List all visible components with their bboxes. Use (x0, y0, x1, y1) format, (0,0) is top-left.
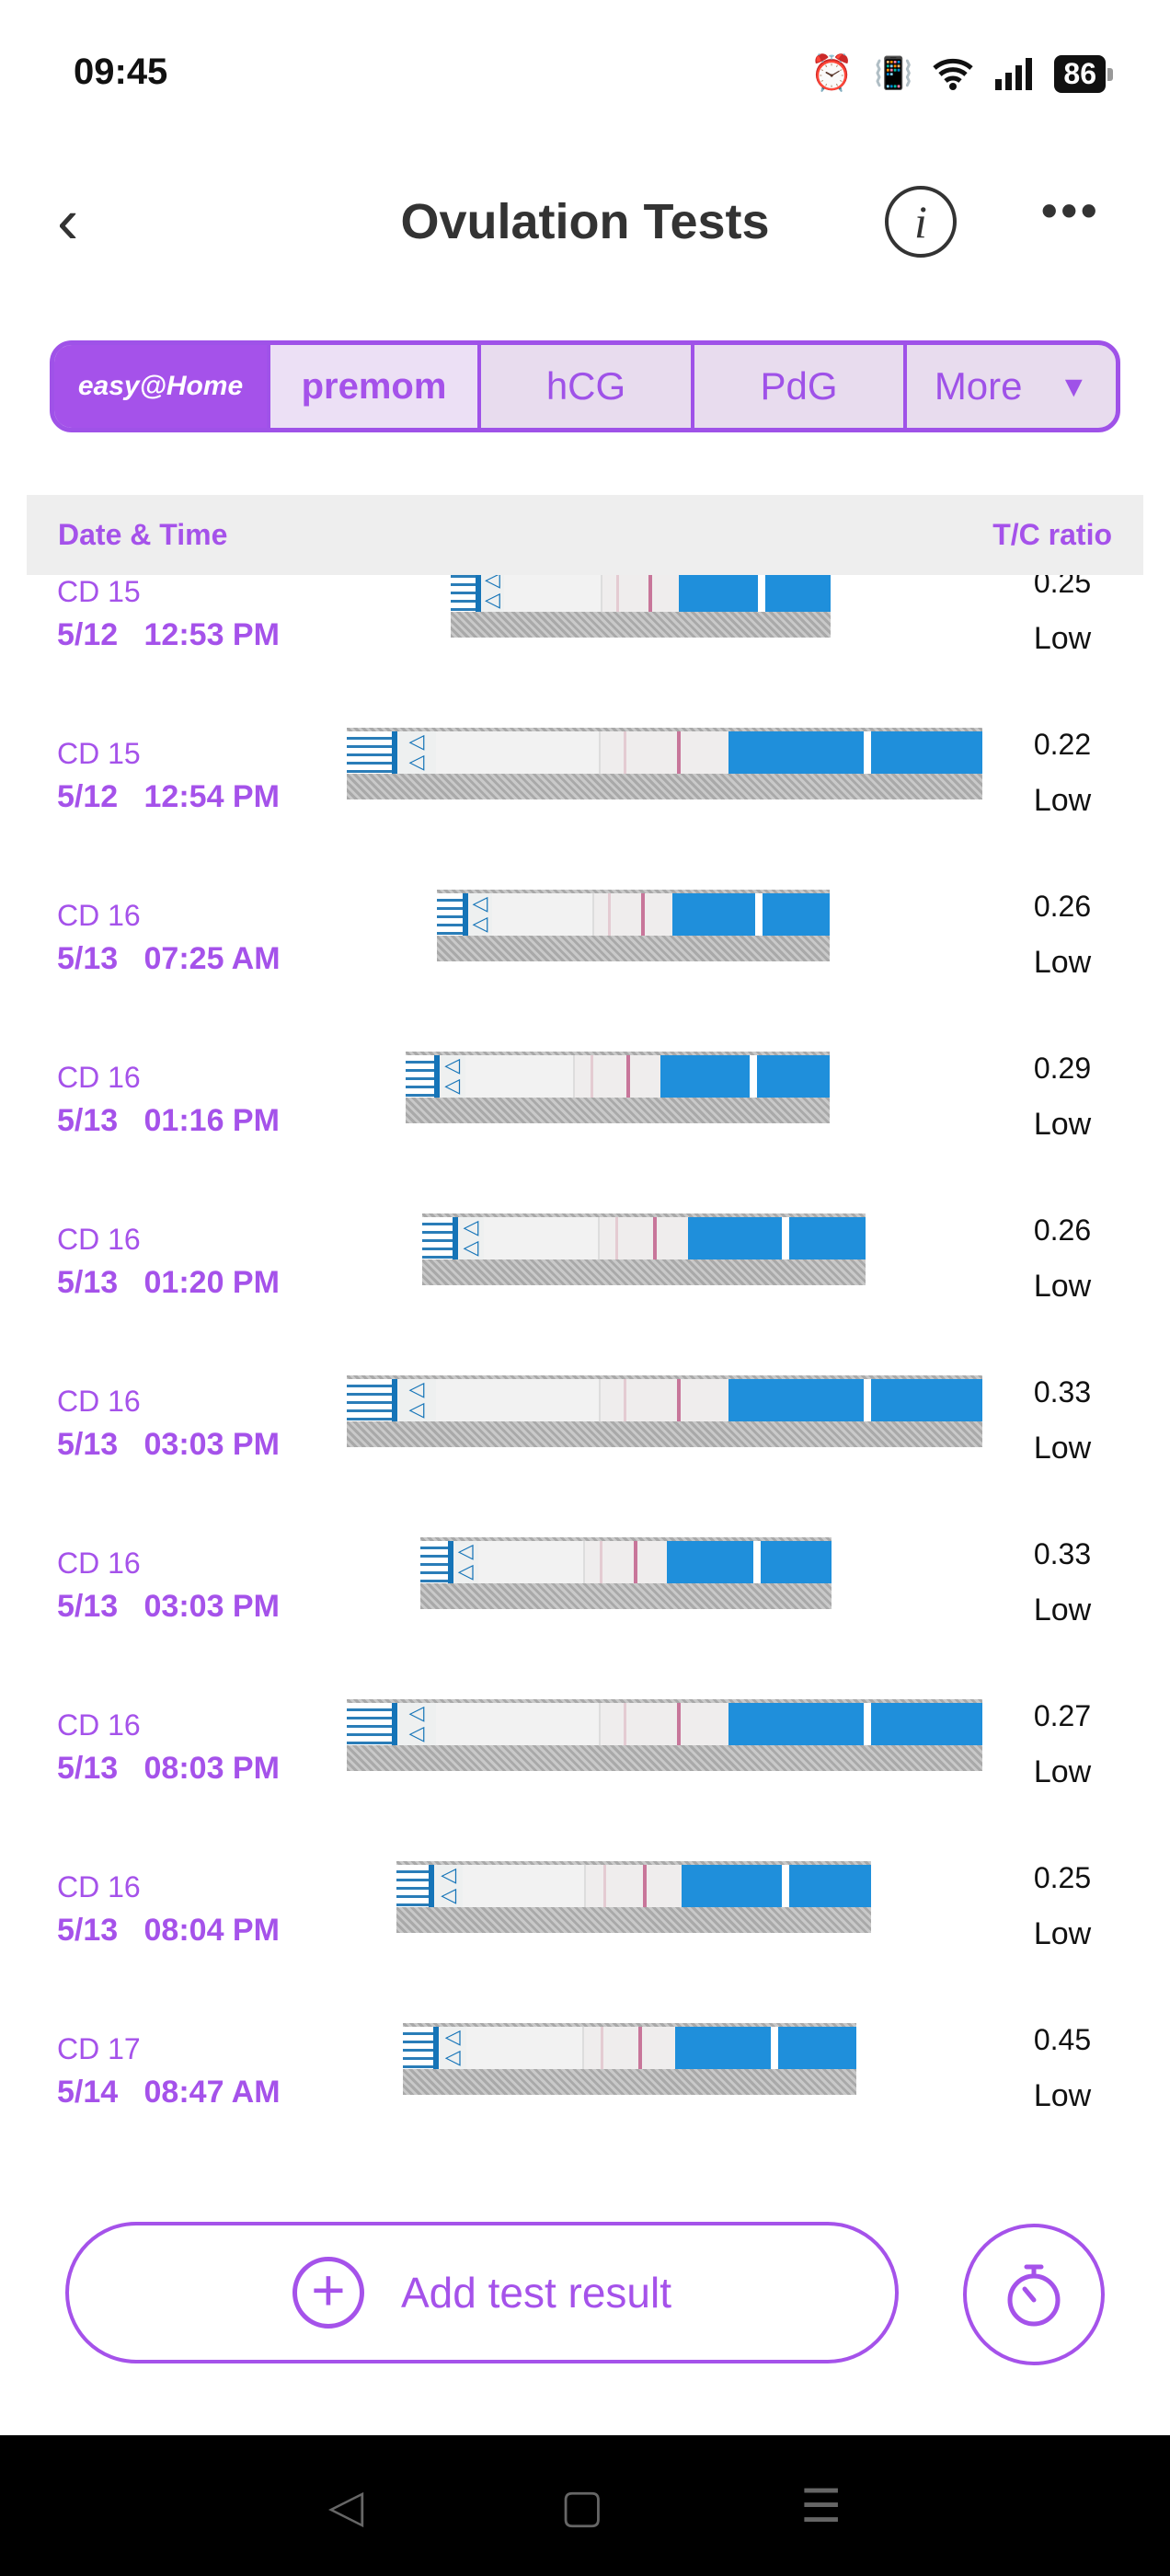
tab-label: PdG (760, 364, 838, 408)
tc-ratio-value: 0.27 (1033, 1699, 1092, 1732)
lh-level: Low (1033, 1916, 1092, 1951)
tc-ratio-value: 0.45 (1033, 2023, 1092, 2056)
lh-level: Low (1033, 621, 1092, 656)
caret-down-icon: ▼ (1059, 369, 1089, 403)
col-date-time: Date & Time (58, 518, 228, 551)
tab-more[interactable]: More ▼ (907, 345, 1116, 428)
test-datetime: 5/13 03:03 PM (57, 1427, 280, 1462)
test-datetime: 5/13 07:25 AM (57, 941, 281, 976)
cycle-day: CD 15 (57, 575, 141, 608)
tc-ratio-value: 0.33 (1033, 1537, 1092, 1570)
battery-icon: 86 (1054, 54, 1113, 93)
test-strip-image[interactable]: ◁ ◁ (347, 1375, 982, 1447)
back-button[interactable]: ‹ (57, 184, 78, 258)
signal-icon (995, 58, 1033, 90)
test-datetime: 5/12 12:54 PM (57, 779, 280, 814)
tab-hcg[interactable]: hCG (481, 345, 694, 428)
test-datetime: 5/13 08:04 PM (57, 1913, 280, 1948)
lh-level: Low (1033, 1107, 1092, 1142)
info-icon: i (914, 196, 927, 247)
system-nav-bar: ◁ ▢ ☰ (0, 2435, 1170, 2576)
tc-ratio-value: 0.26 (1033, 1213, 1092, 1247)
tc-ratio-value: 0.22 (1033, 728, 1092, 761)
more-horizontal-icon: ••• (1041, 185, 1101, 236)
test-datetime: 5/13 01:20 PM (57, 1265, 280, 1300)
lh-level: Low (1033, 1269, 1092, 1304)
test-strip-image[interactable]: ◁ ◁ (347, 1699, 982, 1771)
tab-label: premom (301, 365, 447, 407)
wifi-icon (933, 58, 974, 90)
tab-premom[interactable]: premom (270, 345, 481, 428)
tc-ratio-value: 0.33 (1033, 1375, 1092, 1409)
test-datetime: 5/13 03:03 PM (57, 1589, 280, 1624)
cycle-day: CD 16 (57, 1061, 141, 1094)
lh-level: Low (1033, 945, 1092, 980)
status-icons: ⏰ 📳 86 (809, 53, 1113, 94)
table-row[interactable]: CD 15 5/12 12:53 PM ◁ ◁ 0.25 Low (0, 575, 1170, 728)
table-row[interactable]: CD 16 5/13 08:04 PM ◁ ◁ 0.25 Low (0, 1861, 1170, 2023)
table-row[interactable]: CD 16 5/13 07:25 AM ◁ ◁ 0.26 Low (0, 890, 1170, 1052)
nav-home-icon[interactable]: ▢ (560, 2479, 604, 2532)
table-row[interactable]: CD 16 5/13 01:20 PM ◁ ◁ 0.26 Low (0, 1213, 1170, 1375)
test-list[interactable]: CD 15 5/12 12:53 PM ◁ ◁ 0.25 Low CD 15 5/1… (0, 575, 1170, 2139)
more-options-button[interactable]: ••• (1041, 184, 1101, 237)
tc-ratio-value: 0.25 (1033, 1861, 1092, 1894)
tab-label: hCG (545, 364, 626, 408)
cycle-day: CD 16 (57, 1708, 141, 1742)
table-header: Date & Time T/C ratio (27, 495, 1143, 575)
cycle-day: CD 16 (57, 1385, 141, 1418)
status-time: 09:45 (74, 52, 168, 92)
cycle-day: CD 15 (57, 737, 141, 770)
timer-button[interactable] (963, 2224, 1105, 2365)
cycle-day: CD 16 (57, 899, 141, 932)
lh-level: Low (1033, 1593, 1092, 1627)
vibrate-icon: 📳 (874, 56, 913, 91)
tc-ratio-value: 0.29 (1033, 1052, 1092, 1085)
lh-level: Low (1033, 783, 1092, 818)
lh-level: Low (1033, 1431, 1092, 1466)
test-strip-image[interactable]: ◁ ◁ (422, 1213, 866, 1285)
chevron-left-icon: ‹ (57, 185, 79, 257)
table-row[interactable]: CD 16 5/13 03:03 PM ◁ ◁ 0.33 Low (0, 1537, 1170, 1699)
test-strip-image[interactable]: ◁ ◁ (347, 728, 982, 799)
add-test-result-button[interactable]: + Add test result (65, 2222, 899, 2363)
test-strip-image[interactable]: ◁ ◁ (437, 890, 830, 961)
info-button[interactable]: i (885, 186, 957, 258)
table-row[interactable]: CD 16 5/13 08:03 PM ◁ ◁ 0.27 Low (0, 1699, 1170, 1861)
lh-level: Low (1033, 1754, 1092, 1789)
test-datetime: 5/14 08:47 AM (57, 2075, 281, 2110)
tab-label: More (934, 364, 1023, 408)
plus-circle-icon: + (292, 2257, 364, 2329)
table-row[interactable]: CD 16 5/13 03:03 PM ◁ ◁ 0.33 Low (0, 1375, 1170, 1537)
tc-ratio-value: 0.26 (1033, 890, 1092, 923)
nav-menu-icon[interactable]: ☰ (800, 2479, 843, 2532)
cycle-day: CD 16 (57, 1223, 141, 1256)
tc-ratio-value: 0.25 (1033, 575, 1092, 599)
test-strip-image[interactable]: ◁ ◁ (420, 1537, 832, 1609)
page-title: Ovulation Tests (400, 194, 770, 249)
table-row[interactable]: CD 15 5/12 12:54 PM ◁ ◁ 0.22 Low (0, 728, 1170, 890)
test-datetime: 5/12 12:53 PM (57, 617, 280, 652)
col-tc-ratio: T/C ratio (992, 518, 1112, 551)
test-strip-image[interactable]: ◁ ◁ (396, 1861, 871, 1933)
table-row[interactable]: CD 16 5/13 01:16 PM ◁ ◁ 0.29 Low (0, 1052, 1170, 1213)
stopwatch-icon (1007, 2264, 1061, 2327)
add-test-result-label: Add test result (400, 2269, 672, 2317)
tab-label: easy@Home (77, 371, 244, 401)
brand-tabs: easy@Home premom hCG PdG More ▼ (50, 340, 1120, 432)
test-datetime: 5/13 08:03 PM (57, 1751, 280, 1786)
test-strip-image[interactable]: ◁ ◁ (403, 2023, 856, 2095)
test-strip-image[interactable]: ◁ ◁ (451, 575, 831, 638)
lh-level: Low (1033, 2078, 1092, 2113)
cycle-day: CD 17 (57, 2032, 141, 2065)
tab-pdg[interactable]: PdG (694, 345, 907, 428)
cycle-day: CD 16 (57, 1870, 141, 1903)
test-strip-image[interactable]: ◁ ◁ (406, 1052, 830, 1123)
table-row[interactable]: CD 17 5/14 08:47 AM ◁ ◁ 0.45 Low (0, 2023, 1170, 2139)
tab-easy-at-home[interactable]: easy@Home (54, 345, 270, 428)
cycle-day: CD 16 (57, 1547, 141, 1580)
nav-back-icon[interactable]: ◁ (327, 2479, 364, 2532)
alarm-icon: ⏰ (809, 54, 855, 93)
test-datetime: 5/13 01:16 PM (57, 1103, 280, 1138)
